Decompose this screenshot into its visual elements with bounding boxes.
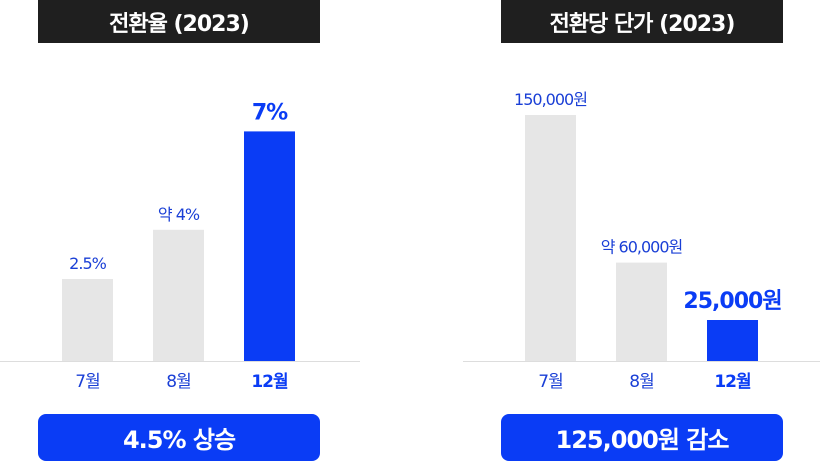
bar-3 <box>707 320 758 361</box>
tick-label: 7월 <box>75 372 99 392</box>
data-label: 150,000원 <box>514 90 587 109</box>
tick-label: 12월 <box>251 372 288 392</box>
bar-1 <box>525 115 576 361</box>
tick-label: 7월 <box>538 372 562 392</box>
conversion-rate-chart: 2.5% 7월 약 4% 8월 7% 12월 <box>0 100 360 392</box>
data-label: 2.5% <box>69 254 106 273</box>
cost-per-conversion-panel: 전환당 단가 (2023) 150,000원 7월 약 60,000원 8월 25,00… <box>463 0 820 461</box>
bar-2 <box>153 229 204 361</box>
data-label: 약 4% <box>158 205 200 224</box>
bar-1 <box>62 279 113 361</box>
cost-per-conversion-summary: 125,000원 감소 <box>501 414 783 461</box>
conversion-rate-title: 전환율 (2023) <box>38 0 320 43</box>
data-label: 약 60,000원 <box>601 238 683 257</box>
bar-2 <box>616 262 667 361</box>
data-label: 7% <box>252 100 288 125</box>
data-label: 25,000원 <box>683 289 781 314</box>
tick-label: 8월 <box>629 372 653 392</box>
bar-3 <box>244 131 295 361</box>
conversion-rate-summary: 4.5% 상승 <box>38 414 320 461</box>
tick-label: 12월 <box>714 372 751 392</box>
cost-per-conversion-title: 전환당 단가 (2023) <box>501 0 783 43</box>
tick-label: 8월 <box>166 372 190 392</box>
cost-per-conversion-chart: 150,000원 7월 약 60,000원 8월 25,000원 12월 <box>463 90 820 392</box>
conversion-rate-panel: 전환율 (2023) 2.5% 7월 약 4% 8월 7% 12월 4.5% 상승 <box>0 0 360 461</box>
